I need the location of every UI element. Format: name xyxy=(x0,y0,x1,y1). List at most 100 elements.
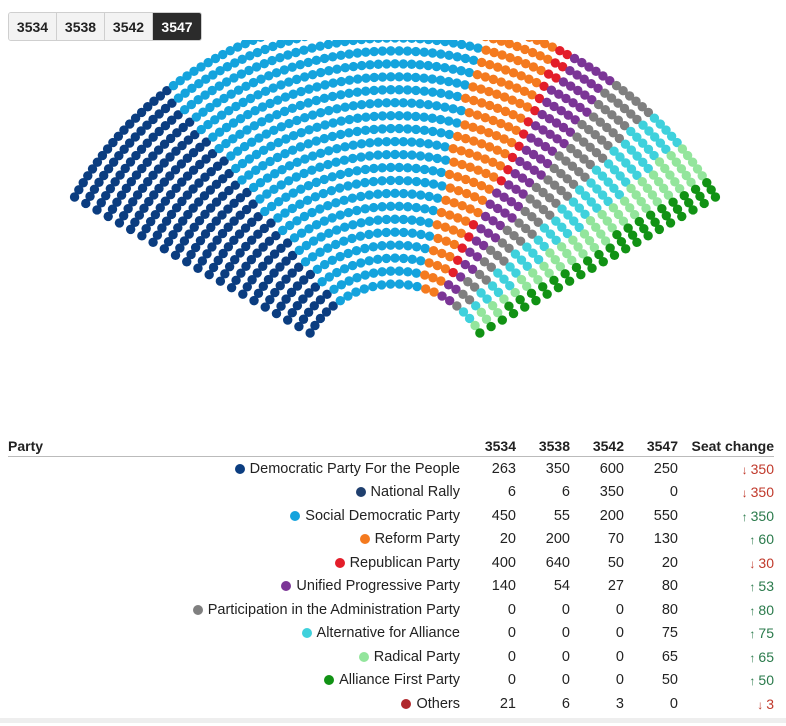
seat-dot xyxy=(407,98,417,108)
seat-dot xyxy=(464,67,474,78)
seat-dot xyxy=(587,95,597,105)
seat-dot xyxy=(285,220,295,231)
seat-dot xyxy=(360,204,370,214)
seat-dot xyxy=(533,137,543,147)
seat-dot xyxy=(177,177,187,187)
seat-dot xyxy=(186,99,197,110)
seat-dot xyxy=(591,222,601,233)
seat-dot xyxy=(237,54,247,64)
seat-dot xyxy=(607,223,617,233)
seat-dot xyxy=(529,165,539,175)
seat-dot xyxy=(381,98,392,108)
seat-dot xyxy=(482,40,489,42)
seat-dot xyxy=(223,204,233,214)
seat-dot xyxy=(550,254,560,265)
seat-dot xyxy=(477,98,487,108)
party-name: Reform Party xyxy=(374,531,460,548)
seat-dot xyxy=(420,270,430,280)
seat-dot xyxy=(368,242,379,252)
seat-dot xyxy=(85,191,95,202)
seat-dot xyxy=(271,308,282,319)
seat-dot xyxy=(263,255,274,265)
seat-dot xyxy=(549,101,559,112)
seat-dot xyxy=(514,141,524,151)
seat-dot xyxy=(411,268,422,278)
seat-change: ↑ 53 xyxy=(678,575,774,599)
seat-dot xyxy=(415,60,425,70)
seat-dot xyxy=(448,267,458,278)
tab-3542[interactable]: 3542 xyxy=(105,13,153,40)
seat-dot xyxy=(562,228,573,239)
seat-dot xyxy=(478,240,489,251)
seat-dot xyxy=(394,123,404,134)
seat-dot xyxy=(457,159,467,170)
seat-dot xyxy=(390,188,400,199)
party-name: Social Democratic Party xyxy=(305,507,460,524)
seat-dot xyxy=(419,125,430,135)
seat-dot xyxy=(637,102,647,112)
party-color-swatch xyxy=(301,628,312,639)
seat-dot xyxy=(603,196,613,207)
seat-dot xyxy=(489,172,499,182)
tab-3534[interactable]: 3534 xyxy=(9,13,57,40)
seat-dot xyxy=(352,205,362,216)
party-cell: Alliance First Party xyxy=(8,669,460,693)
seat-dot xyxy=(522,161,532,171)
seat-dot xyxy=(365,60,375,70)
seat-dot xyxy=(212,161,223,171)
seat-dot xyxy=(390,149,400,160)
seat-dot xyxy=(672,204,683,214)
seat-dot xyxy=(241,241,251,252)
seat-dot xyxy=(315,247,325,257)
seat-dot xyxy=(567,255,577,266)
seat-dot xyxy=(506,137,517,148)
seat-dot xyxy=(682,150,693,161)
seat-dot xyxy=(291,74,302,85)
seat-dot xyxy=(574,222,584,233)
seat-dot xyxy=(235,114,246,124)
seat-dot xyxy=(527,229,537,239)
seat-dot xyxy=(597,209,607,220)
arrow-up-icon: ↑ xyxy=(749,580,756,595)
seat-dot xyxy=(259,59,269,69)
seat-dot xyxy=(166,209,177,220)
seat-dot xyxy=(618,85,628,96)
seat-dot xyxy=(224,106,234,116)
seats-3534: 400 xyxy=(491,554,516,571)
seat-dot xyxy=(280,148,290,159)
seat-dot xyxy=(596,135,607,145)
seat-dot xyxy=(239,141,250,152)
seat-dot xyxy=(291,172,301,182)
seat-dot xyxy=(365,40,375,44)
seat-dot xyxy=(619,121,630,131)
seat-dot xyxy=(254,133,264,143)
seat-change-value: 3 xyxy=(766,695,774,712)
seat-dot xyxy=(432,260,443,271)
seat-dot xyxy=(574,203,585,213)
seat-dot xyxy=(291,47,301,58)
tab-3547[interactable]: 3547 xyxy=(153,13,201,40)
table-row: Others 21 6 3 0 ↓ 3 xyxy=(8,692,774,716)
seat-dot xyxy=(238,97,248,108)
seat-dot xyxy=(457,201,467,211)
seat-dot xyxy=(411,111,421,122)
seat-dot xyxy=(247,275,257,285)
seat-dot xyxy=(398,98,409,108)
seat-dot xyxy=(504,243,514,254)
seats-3542: 600 xyxy=(599,460,624,477)
seat-dot xyxy=(394,201,404,212)
seat-dot xyxy=(142,138,152,148)
tab-3538[interactable]: 3538 xyxy=(57,13,105,40)
seat-dot xyxy=(296,184,306,194)
seat-dot xyxy=(273,197,284,207)
seat-dot xyxy=(674,183,685,194)
seat-dot xyxy=(332,64,342,74)
seat-dot xyxy=(569,216,579,226)
seat-dot xyxy=(203,119,213,130)
seat-dot xyxy=(423,60,433,71)
seat-dot xyxy=(504,180,514,190)
seat-dot xyxy=(474,269,485,280)
seat-dot xyxy=(539,241,549,252)
seat-change: ↑ 65 xyxy=(678,645,774,669)
seat-dot xyxy=(473,43,483,53)
